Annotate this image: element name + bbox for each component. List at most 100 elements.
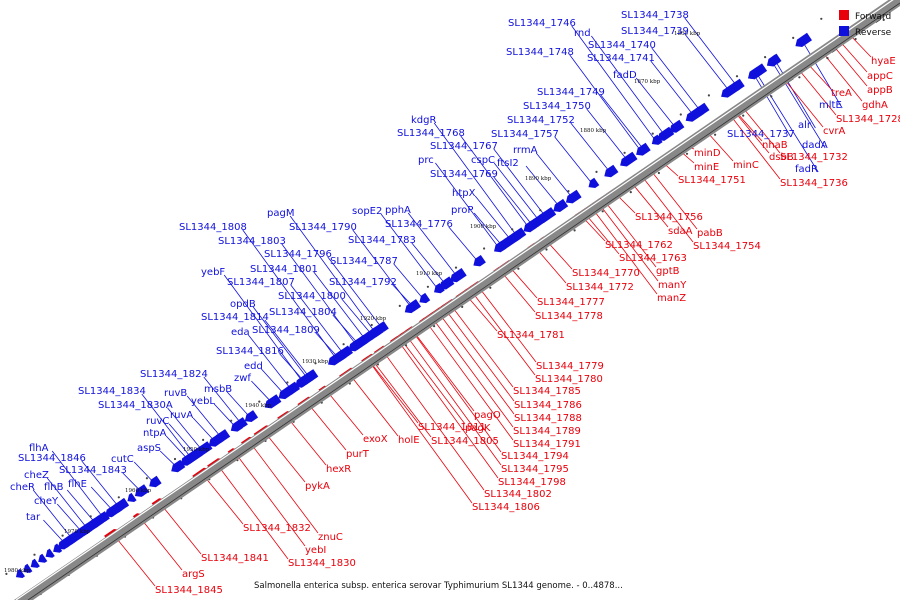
reverse-gene-leader-line bbox=[341, 298, 373, 335]
forward-gene-label: SL1344_1728 bbox=[836, 114, 900, 125]
forward-gene-label: cvrA bbox=[823, 126, 846, 137]
forward-gene-label: SL1344_1785 bbox=[513, 386, 581, 397]
reverse-gene-leader-line bbox=[493, 176, 533, 226]
reverse-gene-label: SL1344_1792 bbox=[329, 277, 397, 288]
reverse-gene-arrow bbox=[651, 134, 663, 145]
minor-feature-dot bbox=[314, 362, 317, 365]
reverse-gene-arrow bbox=[134, 487, 144, 497]
reverse-gene-arrow bbox=[244, 410, 259, 422]
minor-feature-dot bbox=[230, 419, 233, 422]
reverse-gene-arrow bbox=[604, 164, 619, 178]
forward-gene-leader-line bbox=[425, 321, 514, 441]
reverse-gene-leader-line bbox=[380, 213, 439, 290]
minor-feature-dot bbox=[792, 36, 795, 40]
minor-feature-dot bbox=[489, 286, 492, 289]
reverse-gene-label: SL1344_1783 bbox=[348, 235, 416, 246]
reverse-gene-label: SL1344_1769 bbox=[430, 169, 498, 180]
forward-gene-leader-line bbox=[139, 516, 183, 571]
reverse-gene-leader-line bbox=[203, 376, 242, 424]
forward-gene-label: znuC bbox=[318, 532, 343, 543]
forward-gene-leader-line bbox=[405, 335, 502, 466]
reverse-gene-label: kdgR bbox=[411, 115, 436, 126]
reverse-gene-leader-line bbox=[251, 380, 273, 403]
forward-gene-label: SL1344_1806 bbox=[472, 502, 540, 513]
minor-feature-dot bbox=[735, 75, 739, 78]
reverse-gene-leader-line bbox=[684, 17, 738, 87]
reverse-gene-arrow bbox=[45, 548, 55, 558]
forward-gene-leader-line bbox=[286, 416, 327, 466]
forward-gene-label: SL1344_1763 bbox=[619, 253, 687, 264]
minor-feature-dot bbox=[173, 457, 177, 461]
forward-gene-leader-line bbox=[325, 389, 364, 436]
forward-gene-leader-line bbox=[592, 208, 658, 295]
reverse-gene-arrow bbox=[553, 198, 569, 212]
reverse-gene-label: sopE2 bbox=[352, 206, 382, 217]
reverse-gene-arrow bbox=[350, 334, 369, 351]
reverse-gene-leader-line bbox=[290, 284, 344, 355]
forward-gene-label: SL1344_1789 bbox=[513, 426, 581, 437]
forward-gene-label: hexR bbox=[326, 464, 351, 475]
minor-feature-dot bbox=[426, 285, 429, 288]
reverse-gene-leader-line bbox=[289, 215, 376, 333]
reverse-gene-label: SL1344_1757 bbox=[491, 129, 559, 140]
reverse-gene-arrow bbox=[127, 492, 137, 502]
minor-feature-dot bbox=[798, 76, 801, 79]
reverse-gene-label: cspC bbox=[471, 155, 495, 166]
reverse-gene-label: SL1344_1809 bbox=[252, 325, 320, 336]
reverse-gene-arrow bbox=[120, 497, 130, 508]
reverse-gene-leader-line bbox=[90, 486, 114, 512]
forward-gene-label: SL1344_1798 bbox=[498, 477, 566, 488]
minor-feature-dot bbox=[286, 381, 289, 384]
minor-feature-dot bbox=[89, 515, 92, 518]
forward-gene-leader-line bbox=[741, 106, 781, 154]
reverse-gene-leader-line bbox=[433, 122, 518, 237]
forward-gene-label: SL1344_1791 bbox=[513, 439, 581, 450]
reverse-gene-leader-line bbox=[493, 148, 546, 217]
reverse-gene-label: SL1344_1746 bbox=[508, 18, 576, 29]
minor-feature-dot bbox=[258, 400, 261, 403]
reverse-gene-label: msbB bbox=[204, 384, 232, 395]
forward-gene-leader-line bbox=[444, 308, 515, 402]
reverse-gene-label: SL1344_1843 bbox=[59, 465, 127, 476]
forward-gene-label: SL1344_1736 bbox=[780, 178, 848, 189]
reverse-gene-label: SL1344_1824 bbox=[140, 369, 208, 380]
forward-gene-label: SL1344_1794 bbox=[501, 451, 569, 462]
reverse-gene-leader-line bbox=[393, 263, 424, 300]
reverse-gene-leader-line bbox=[635, 77, 677, 128]
kbp-tick-label: 1870 kbp bbox=[634, 79, 661, 85]
forward-gene-label: holE bbox=[398, 435, 420, 446]
reverse-gene-label: SL1344_1803 bbox=[218, 236, 286, 247]
forward-gene-leader-line bbox=[471, 290, 536, 376]
reverse-gene-label: SL1344_1737 bbox=[727, 129, 795, 140]
forward-gene-label: SL1344_1754 bbox=[693, 241, 761, 252]
reverse-gene-arrow bbox=[149, 475, 162, 488]
forward-gene-leader-line bbox=[649, 169, 698, 230]
forward-gene-leader-line bbox=[630, 181, 669, 228]
kbp-tick-label: 1930 kbp bbox=[302, 359, 329, 365]
reverse-gene-arrow bbox=[503, 231, 521, 246]
reverse-gene-label: prc bbox=[418, 155, 434, 166]
kbp-tick-label: 1900 kbp bbox=[470, 224, 497, 230]
reverse-gene-leader-line bbox=[261, 368, 285, 395]
minor-feature-dot bbox=[573, 229, 576, 232]
reverse-gene-arrow bbox=[112, 503, 122, 513]
reverse-gene-arrow bbox=[527, 218, 540, 230]
kbp-tick-label: 1910 kbp bbox=[416, 271, 443, 277]
forward-gene-leader-line bbox=[603, 200, 657, 268]
reverse-gene-label: htpX bbox=[452, 188, 476, 199]
minor-feature-dot bbox=[61, 534, 64, 537]
forward-gene-leader-line bbox=[382, 350, 485, 491]
forward-gene-label: pagK bbox=[465, 423, 491, 434]
reverse-gene-leader-line bbox=[554, 136, 593, 185]
reverse-gene-leader-line bbox=[264, 319, 310, 378]
reverse-gene-leader-line bbox=[407, 212, 458, 277]
reverse-gene-arrow bbox=[75, 528, 85, 538]
minor-feature-dot bbox=[623, 151, 626, 154]
reverse-gene-label: SL1344_1752 bbox=[507, 115, 575, 126]
forward-gene-label: SL1344_1811 bbox=[418, 422, 486, 433]
reverse-gene-label: SL1344_1814 bbox=[201, 312, 269, 323]
forward-gene-leader-line bbox=[729, 114, 781, 180]
reverse-gene-arrow bbox=[588, 177, 600, 188]
reverse-gene-arrow bbox=[60, 538, 70, 548]
forward-gene-leader-line bbox=[477, 286, 537, 363]
